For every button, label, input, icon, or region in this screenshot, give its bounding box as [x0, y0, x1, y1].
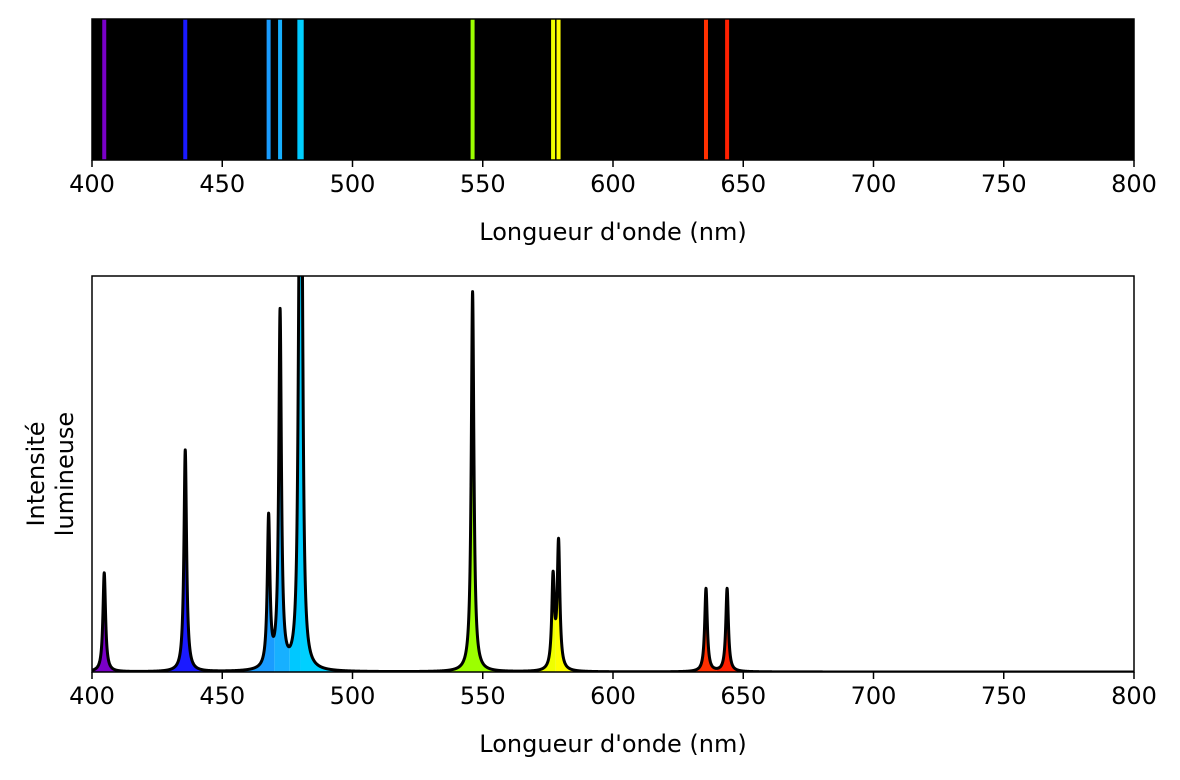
x-tick-label: 450	[199, 682, 245, 710]
spectrum-panel: 400 450 500 550 600 650 700 750 800 Longueur d'o…	[69, 18, 1157, 246]
intensity-y-axis-label: Intensité lumineuse	[22, 412, 79, 536]
x-tick-label: 550	[460, 682, 506, 710]
x-tick-label: 450	[199, 170, 245, 198]
spectrum-x-axis: 400 450 500 550 600 650 700 750 800	[69, 160, 1157, 198]
x-tick-label: 700	[851, 170, 897, 198]
x-tick-label: 550	[460, 170, 506, 198]
x-tick-label: 800	[1111, 682, 1157, 710]
plot-area	[92, 276, 1134, 672]
x-tick-label: 600	[590, 170, 636, 198]
x-tick-label: 400	[69, 170, 115, 198]
x-tick-label: 400	[69, 682, 115, 710]
x-tick-label: 650	[720, 682, 766, 710]
x-tick-label: 600	[590, 682, 636, 710]
intensity-panel: 400 450 500 550 600 650 700 750 800 Longueur d'o…	[22, 275, 1157, 758]
x-tick-label: 500	[330, 170, 376, 198]
peak-fill	[512, 571, 556, 672]
x-tick-label: 650	[720, 170, 766, 198]
peak-fill	[632, 588, 717, 672]
y-label-line-1: Intensité	[22, 421, 50, 526]
x-tick-label: 750	[981, 682, 1027, 710]
x-tick-label: 800	[1111, 170, 1157, 198]
peak-fill	[289, 276, 301, 672]
spectrum-x-axis-label: Longueur d'onde (nm)	[479, 218, 746, 246]
intensity-x-axis-label: Longueur d'onde (nm)	[479, 730, 746, 758]
x-tick-label: 750	[981, 170, 1027, 198]
peak-fill	[226, 513, 275, 672]
spectrum-lines	[102, 19, 730, 160]
spectrum-background	[92, 19, 1134, 160]
x-tick-label: 500	[330, 682, 376, 710]
y-label-line-2: lumineuse	[51, 412, 79, 536]
intensity-x-axis: 400 450 500 550 600 650 700 750 800	[69, 672, 1157, 710]
peak-fill	[92, 572, 145, 672]
x-tick-label: 700	[851, 682, 897, 710]
